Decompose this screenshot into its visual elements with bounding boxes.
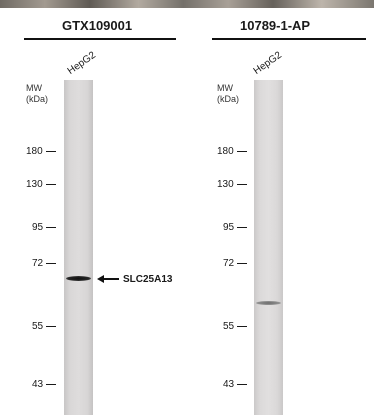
mw-marker-value: 55 <box>223 321 235 332</box>
header-rule <box>212 38 366 40</box>
mw-marker: 130 <box>217 179 247 191</box>
mw-marker-value: 95 <box>223 222 235 233</box>
mw-marker-value: 72 <box>32 258 44 269</box>
mw-marker-value: 55 <box>32 321 44 332</box>
mw-marker-value: 72 <box>223 258 235 269</box>
mw-axis-label: MW (kDa) <box>217 83 239 105</box>
mw-marker: 55 <box>32 321 57 333</box>
mw-marker: 72 <box>223 258 248 270</box>
mw-marker-value: 180 <box>217 146 234 157</box>
header-rule <box>24 38 176 40</box>
mw-marker: 130 <box>26 179 56 191</box>
antibody-label: GTX109001 <box>62 18 133 33</box>
blot-panel-10789-1-ap: 10789-1-AP HepG2 MW (kDa) 180 130 95 72 … <box>188 0 374 415</box>
arrow-left-icon <box>97 272 119 286</box>
protein-band <box>66 276 91 281</box>
blot-panel-gtx109001: GTX109001 HepG2 MW (kDa) 180 130 95 72 5… <box>24 18 176 415</box>
mw-marker: 95 <box>32 222 57 234</box>
sample-label: HepG2 <box>251 49 284 77</box>
antibody-label: 10789-1-AP <box>240 18 311 33</box>
mw-marker-value: 130 <box>217 179 234 190</box>
sample-label: HepG2 <box>65 49 98 77</box>
mw-marker-value: 180 <box>26 146 43 157</box>
mw-label-line2: (kDa) <box>26 94 48 104</box>
mw-marker: 72 <box>32 258 57 270</box>
mw-marker-value: 130 <box>26 179 43 190</box>
mw-marker: 55 <box>223 321 248 333</box>
top-image-strip <box>0 0 374 8</box>
mw-marker: 180 <box>217 146 247 158</box>
protein-band <box>256 301 281 305</box>
mw-marker-value: 43 <box>223 379 235 390</box>
mw-marker-value: 43 <box>32 379 44 390</box>
lane-hepg2 <box>64 80 93 415</box>
mw-marker: 95 <box>223 222 248 234</box>
lane-hepg2 <box>254 80 283 415</box>
mw-label-line1: MW <box>217 83 233 93</box>
target-annotation: SLC25A13 <box>97 272 172 286</box>
mw-marker-value: 95 <box>32 222 44 233</box>
mw-axis-label: MW (kDa) <box>26 83 48 105</box>
target-protein-label: SLC25A13 <box>123 273 173 285</box>
mw-label-line2: (kDa) <box>217 94 239 104</box>
mw-marker: 43 <box>223 379 248 391</box>
mw-marker: 180 <box>26 146 56 158</box>
mw-label-line1: MW <box>26 83 42 93</box>
mw-marker: 43 <box>32 379 57 391</box>
